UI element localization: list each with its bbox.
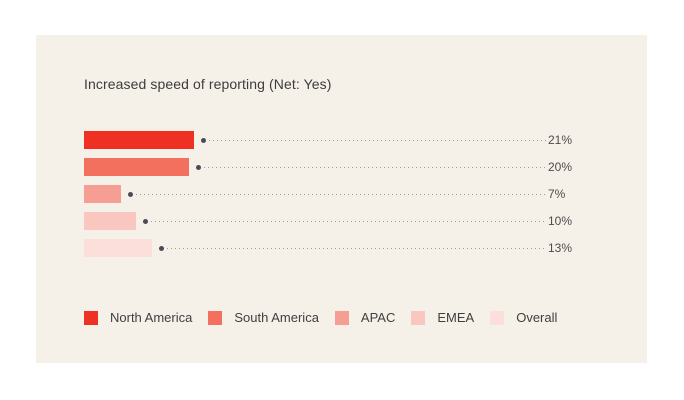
- value-label: 7%: [548, 187, 566, 201]
- leader-dot: [143, 218, 148, 224]
- chart-title: Increased speed of reporting (Net: Yes): [84, 76, 332, 92]
- value-label: 13%: [548, 241, 573, 255]
- legend-item-north-america: North America: [84, 311, 192, 325]
- legend-item-emea: EMEA: [411, 311, 474, 325]
- leader-line: [167, 247, 546, 249]
- chart-card: Increased speed of reporting (Net: Yes) …: [36, 35, 647, 363]
- leader-dot: [201, 137, 206, 143]
- leader-dot: [159, 245, 164, 251]
- bar-row-north-america: 21%: [84, 131, 608, 149]
- bar-row-emea: 10%: [84, 212, 608, 230]
- legend-swatch-emea: [411, 311, 426, 325]
- leader-line: [151, 220, 546, 222]
- leader-line: [136, 193, 546, 195]
- legend-swatch-south-america: [208, 311, 223, 325]
- legend-swatch-north-america: [84, 311, 98, 325]
- legend-label: North America: [110, 310, 193, 325]
- bar-emea: [84, 212, 136, 230]
- value-label: 20%: [548, 160, 573, 174]
- legend-swatch-apac: [334, 311, 349, 325]
- legend-item-south-america: South America: [208, 311, 319, 325]
- value-label: 21%: [548, 133, 573, 147]
- legend-label: APAC: [360, 310, 396, 325]
- leader-line: [204, 166, 546, 168]
- leader-line: [209, 139, 546, 141]
- value-label: 10%: [548, 214, 573, 228]
- leader-dot: [196, 164, 201, 170]
- legend-item-overall: Overall: [490, 311, 557, 325]
- legend-item-apac: APAC: [334, 310, 396, 325]
- bar-chart: 21% 20% 7% 10% 13%: [84, 131, 608, 266]
- legend-swatch-overall: [490, 311, 505, 325]
- bar-row-apac: 7%: [84, 185, 608, 203]
- leader-dot: [128, 191, 133, 197]
- legend-label: EMEA: [437, 310, 475, 325]
- legend-label: Overall: [516, 310, 558, 325]
- bar-south-america: [84, 158, 189, 176]
- bar-north-america: [84, 131, 194, 149]
- bar-apac: [84, 185, 121, 203]
- legend-label: South America: [234, 310, 319, 325]
- legend: North America South America APAC EMEA Ov…: [84, 311, 557, 325]
- bar-overall: [84, 239, 152, 257]
- bar-row-south-america: 20%: [84, 158, 608, 176]
- bar-row-overall: 13%: [84, 239, 608, 257]
